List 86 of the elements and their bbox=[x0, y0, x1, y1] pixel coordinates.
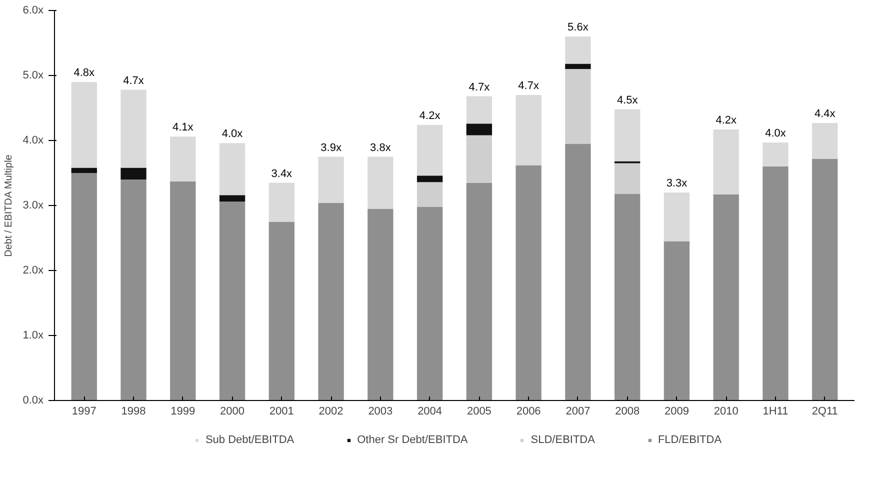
x-tick-label: 1999 bbox=[170, 406, 196, 418]
total-label: 4.7x bbox=[468, 81, 490, 94]
bar bbox=[614, 163, 640, 194]
total-label: 4.7x bbox=[518, 80, 540, 92]
x-tick-label: 2004 bbox=[418, 406, 442, 418]
bar bbox=[219, 202, 246, 400]
x-tick-label: 2002 bbox=[318, 406, 344, 418]
bar bbox=[565, 64, 591, 69]
y-tick-label: 0.0x bbox=[22, 394, 44, 406]
total-label: 4.4x bbox=[814, 108, 836, 120]
bar bbox=[565, 69, 591, 144]
bar bbox=[416, 124, 443, 176]
total-label: 4.8x bbox=[74, 67, 96, 79]
bar bbox=[664, 241, 690, 400]
y-tick-label: 6.0x bbox=[22, 4, 44, 16]
total-label: 4.1x bbox=[172, 122, 194, 134]
total-label: 3.3x bbox=[666, 178, 688, 190]
bar bbox=[466, 124, 492, 136]
total-label: 4.0x bbox=[222, 128, 244, 140]
legend-label: SLD/EBITDA bbox=[530, 434, 595, 446]
bar bbox=[71, 173, 97, 400]
bar bbox=[268, 182, 294, 222]
bar bbox=[713, 129, 739, 194]
bar bbox=[71, 168, 97, 173]
bar bbox=[713, 194, 739, 400]
bar bbox=[664, 192, 690, 242]
y-axis-title: Debt / EBITDA Multiple bbox=[4, 154, 15, 257]
bar bbox=[516, 165, 542, 400]
bar bbox=[318, 202, 344, 400]
x-tick-label: 2008 bbox=[615, 406, 640, 418]
bar bbox=[762, 166, 788, 400]
bar bbox=[368, 208, 394, 400]
y-tick-label: 4.0x bbox=[22, 134, 44, 146]
bar bbox=[466, 96, 492, 124]
bar bbox=[120, 168, 146, 180]
legend-label: FLD/EBITDA bbox=[658, 434, 722, 446]
x-tick-label: 2003 bbox=[368, 406, 393, 418]
x-tick-label: 2006 bbox=[516, 406, 541, 418]
bar bbox=[762, 142, 788, 166]
x-tick-label: 1H11 bbox=[762, 406, 788, 418]
bar bbox=[368, 156, 394, 209]
total-label: 3.9x bbox=[320, 142, 342, 154]
x-tick-label: 2010 bbox=[714, 406, 738, 418]
legend-label: Other Sr Debt/EBITDA bbox=[357, 434, 468, 446]
legend-label: Sub Debt/EBITDA bbox=[205, 434, 294, 446]
bar bbox=[614, 109, 640, 162]
y-tick-label: 2.0x bbox=[22, 264, 44, 276]
total-label: 4.2x bbox=[419, 110, 441, 122]
total-label: 4.0x bbox=[765, 127, 786, 140]
x-tick-label: 2Q11 bbox=[812, 406, 838, 418]
bar bbox=[466, 182, 492, 400]
total-label: 4.2x bbox=[716, 114, 737, 126]
total-label: 5.6x bbox=[568, 22, 589, 34]
y-tick-label: 5.0x bbox=[22, 70, 44, 82]
bar bbox=[812, 122, 838, 159]
bar bbox=[416, 206, 443, 400]
x-tick-label: 2000 bbox=[220, 406, 245, 418]
y-tick-label: 1.0x bbox=[22, 330, 44, 342]
bar bbox=[416, 176, 443, 182]
bar bbox=[219, 195, 246, 202]
bar bbox=[416, 182, 443, 207]
bar bbox=[516, 95, 542, 166]
x-tick-label: 2007 bbox=[566, 406, 590, 418]
bar bbox=[170, 136, 196, 182]
total-label: 3.8x bbox=[370, 142, 392, 154]
bar bbox=[120, 180, 146, 400]
total-label: 3.4x bbox=[271, 168, 293, 180]
total-label: 4.5x bbox=[616, 94, 638, 106]
x-tick-label: 2001 bbox=[269, 406, 294, 418]
bar bbox=[170, 181, 196, 400]
bar bbox=[565, 144, 591, 400]
bar bbox=[614, 194, 640, 400]
bar bbox=[120, 90, 146, 168]
bar bbox=[812, 158, 838, 400]
x-tick-label: 1997 bbox=[72, 406, 96, 418]
bar bbox=[318, 156, 344, 203]
bar bbox=[268, 222, 294, 400]
bar bbox=[466, 135, 492, 183]
x-tick-label: 2009 bbox=[664, 406, 689, 418]
bar bbox=[219, 143, 246, 196]
total-label: 4.7x bbox=[123, 74, 144, 87]
x-tick-label: 1998 bbox=[121, 406, 146, 418]
y-tick-label: 3.0x bbox=[22, 200, 44, 212]
bar bbox=[71, 82, 97, 168]
bar bbox=[565, 36, 591, 64]
x-tick-label: 2005 bbox=[466, 406, 492, 418]
